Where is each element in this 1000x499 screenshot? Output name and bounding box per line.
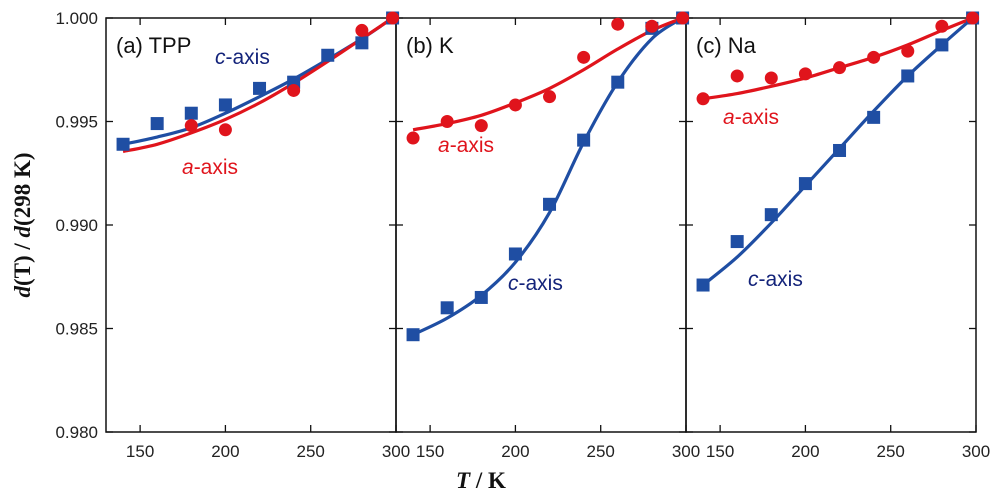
fit-curve-a-axis: [412, 16, 684, 132]
data-point-a-axis: [645, 19, 659, 33]
data-point-c-axis: [474, 290, 488, 304]
data-point-a-axis: [696, 92, 710, 106]
data-point-c-axis: [218, 98, 232, 112]
panel-a-c-axis-label: c-axis: [215, 46, 270, 69]
panel-b-c-axis-label: c-axis: [508, 272, 563, 295]
y-tick-label: 0.980: [55, 423, 98, 442]
data-point-c-axis: [901, 69, 915, 83]
data-point-a-axis: [543, 90, 557, 104]
x-tick-label: 250: [587, 442, 615, 461]
x-tick-label: 250: [877, 442, 905, 461]
data-point-c-axis: [406, 328, 420, 342]
data-point-c-axis: [611, 75, 625, 89]
data-markers: [116, 11, 980, 342]
data-point-a-axis: [218, 123, 232, 137]
x-tick-label: 300: [962, 442, 990, 461]
data-point-c-axis: [696, 278, 710, 292]
x-axis-title: T / K: [456, 468, 506, 493]
panel-b-a-axis-label: a-axis: [438, 134, 494, 157]
data-point-c-axis: [543, 197, 557, 211]
data-point-a-axis: [287, 83, 301, 97]
fit-curve-a-axis: [702, 16, 974, 101]
data-point-a-axis: [577, 50, 591, 64]
x-tick-label: 150: [706, 442, 734, 461]
data-point-a-axis: [901, 44, 915, 58]
y-tick-label: 0.985: [55, 320, 98, 339]
panel-a-frame: [105, 17, 397, 433]
x-tick-labels: 150 200 250 300 150 200 250 300 150 200 250 300: [126, 442, 990, 461]
panel-c-frame: [685, 17, 977, 433]
data-point-c-axis: [150, 117, 164, 131]
panel-c-c-axis-label: c-axis: [748, 268, 803, 291]
x-tick-label: 200: [501, 442, 529, 461]
y-tick-labels: 0.980 0.985 0.990 0.995 1.000: [55, 9, 98, 442]
y-axis-title: d(T) / d(298 K): [10, 152, 35, 297]
fit-curve-a-axis: [122, 16, 394, 154]
data-point-c-axis: [440, 301, 454, 315]
y-tick-label: 1.000: [55, 9, 98, 28]
x-tick-label: 250: [297, 442, 325, 461]
panel-c-label: (c) Na: [696, 33, 757, 58]
data-point-c-axis: [730, 235, 744, 249]
data-point-c-axis: [867, 110, 881, 124]
y-tick-label: 0.995: [55, 113, 98, 132]
x-tick-label: 150: [416, 442, 444, 461]
data-point-a-axis: [833, 61, 847, 75]
data-point-a-axis: [798, 67, 812, 81]
data-point-a-axis: [730, 69, 744, 83]
y-tick-label: 0.990: [55, 216, 98, 235]
fit-curve-c-axis: [412, 16, 684, 337]
data-point-c-axis: [764, 208, 778, 222]
data-point-c-axis: [798, 177, 812, 191]
data-point-a-axis: [184, 119, 198, 133]
data-point-a-axis: [611, 17, 625, 31]
data-point-a-axis: [386, 11, 400, 25]
data-point-c-axis: [184, 106, 198, 120]
x-tick-label: 200: [791, 442, 819, 461]
data-point-c-axis: [321, 48, 335, 62]
data-point-c-axis: [577, 133, 591, 147]
data-point-a-axis: [867, 50, 881, 64]
data-point-c-axis: [833, 143, 847, 157]
data-point-c-axis: [253, 81, 267, 95]
panel-a-label: (a) TPP: [116, 33, 191, 58]
panel-a-a-axis-label: a-axis: [182, 156, 238, 179]
panel-c-a-axis-label: a-axis: [723, 106, 779, 129]
data-point-a-axis: [355, 23, 369, 37]
data-point-c-axis: [508, 247, 522, 261]
x-tick-label: 300: [672, 442, 700, 461]
data-point-c-axis: [935, 38, 949, 52]
x-tick-label: 200: [211, 442, 239, 461]
data-point-a-axis: [440, 115, 454, 128]
data-point-a-axis: [676, 11, 690, 25]
panel-b-label: (b) K: [406, 33, 454, 58]
data-point-a-axis: [474, 119, 488, 133]
x-tick-label: 150: [126, 442, 154, 461]
data-point-a-axis: [966, 11, 980, 25]
data-point-a-axis: [935, 19, 949, 33]
data-point-a-axis: [764, 71, 778, 85]
data-point-a-axis: [508, 98, 522, 112]
data-point-c-axis: [355, 36, 369, 50]
data-point-a-axis: [406, 131, 420, 145]
data-point-c-axis: [116, 137, 130, 151]
x-tick-label: 300: [382, 442, 410, 461]
